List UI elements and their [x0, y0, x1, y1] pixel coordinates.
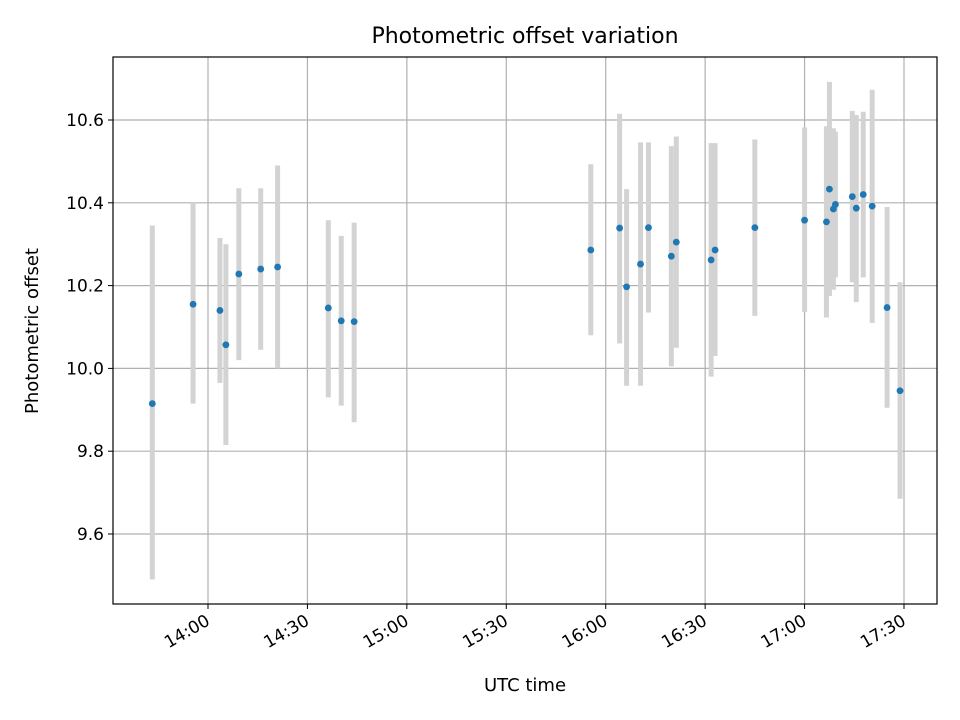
data-point	[823, 218, 830, 226]
data-point	[645, 224, 652, 232]
data-point	[350, 318, 358, 326]
data-point	[801, 216, 808, 224]
grid-lines	[113, 57, 937, 604]
data-point	[637, 260, 644, 268]
y-tick-label: 10.4	[66, 194, 104, 214]
data-point	[707, 256, 715, 264]
data-point	[235, 270, 243, 278]
data-point	[148, 400, 156, 407]
data-point	[189, 300, 197, 308]
y-tick-label: 10.2	[66, 277, 104, 297]
data-points	[148, 185, 904, 407]
data-point	[616, 224, 624, 232]
data-point	[831, 201, 839, 208]
data-point	[868, 202, 876, 210]
data-point	[672, 238, 680, 246]
data-point	[216, 307, 224, 314]
data-point	[852, 204, 860, 212]
data-point	[324, 304, 332, 312]
y-tick-label: 9.6	[77, 525, 104, 545]
data-point	[711, 246, 719, 254]
y-tick-label: 10.0	[66, 359, 104, 379]
data-point	[751, 224, 759, 232]
y-tick-label: 9.8	[77, 442, 104, 462]
data-point	[587, 246, 595, 254]
data-point	[896, 387, 904, 395]
plot-frame	[112, 56, 938, 605]
data-point	[274, 263, 281, 271]
data-point	[859, 191, 867, 198]
data-point	[667, 252, 675, 260]
data-point	[623, 283, 630, 291]
y-axis-ticks: 9.6 9.8 10.0 10.2 10.4 10.6	[66, 111, 113, 545]
data-point	[826, 185, 833, 193]
data-point	[883, 304, 891, 311]
data-point	[257, 265, 265, 273]
x-axis-label: UTC time	[484, 675, 566, 696]
y-tick-label: 10.6	[66, 111, 104, 131]
chart-title: Photometric offset variation	[371, 24, 678, 49]
data-point	[848, 193, 856, 200]
y-axis-label: Photometric offset	[22, 248, 43, 414]
data-point	[337, 317, 345, 325]
plot-area	[113, 57, 937, 604]
data-point	[222, 341, 230, 349]
